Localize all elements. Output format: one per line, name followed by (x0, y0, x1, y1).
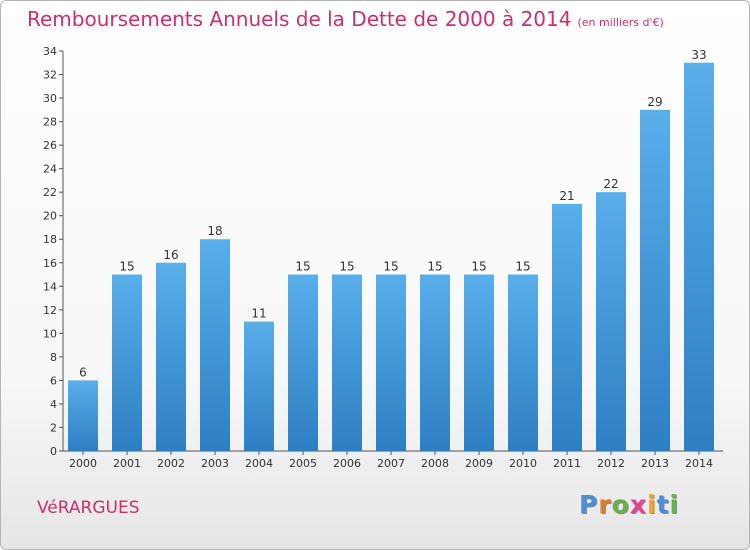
y-tick-label: 18 (43, 233, 57, 246)
data-label: 15 (295, 260, 310, 274)
y-tick-label: 4 (50, 398, 57, 411)
y-tick-label: 30 (43, 92, 57, 105)
bar (244, 321, 274, 451)
data-label: 11 (251, 307, 266, 321)
logo-letter: x (629, 490, 647, 519)
x-tick-label: 2009 (465, 457, 493, 470)
bar (596, 192, 626, 452)
data-label: 15 (383, 260, 398, 274)
data-label: 6 (79, 365, 87, 379)
x-tick-label: 2002 (157, 457, 185, 470)
x-tick-label: 2014 (685, 457, 713, 470)
data-label: 16 (163, 248, 178, 262)
x-tick-label: 2007 (377, 457, 405, 470)
data-label: 15 (339, 260, 354, 274)
bar (684, 62, 714, 451)
x-tick-label: 2008 (421, 457, 449, 470)
logo-letter: i (669, 490, 680, 519)
y-tick-label: 6 (50, 374, 57, 387)
bar (464, 274, 494, 451)
data-label: 15 (427, 260, 442, 274)
x-tick-label: 2011 (553, 457, 581, 470)
y-tick-label: 12 (43, 304, 57, 317)
y-tick-label: 20 (43, 210, 57, 223)
y-tick-label: 24 (43, 163, 57, 176)
bar (288, 274, 318, 451)
x-tick-label: 2001 (113, 457, 141, 470)
y-tick-label: 34 (43, 45, 57, 58)
data-label: 21 (559, 189, 574, 203)
bar (68, 380, 98, 451)
bar (552, 203, 582, 451)
data-label: 29 (647, 95, 662, 109)
bar (508, 274, 538, 451)
chart-title: Remboursements Annuels de la Dette de 20… (27, 7, 664, 31)
proxiti-logo: Proxiti (579, 490, 679, 519)
data-label: 33 (691, 48, 706, 62)
bar (376, 274, 406, 451)
x-tick-label: 2006 (333, 457, 361, 470)
bar (200, 239, 230, 451)
logo-letter: o (611, 490, 630, 519)
y-tick-label: 14 (43, 280, 57, 293)
y-tick-label: 8 (50, 351, 57, 364)
x-tick-label: 2000 (69, 457, 97, 470)
y-tick-label: 10 (43, 327, 57, 340)
x-tick-label: 2005 (289, 457, 317, 470)
logo-letter: P (579, 490, 599, 519)
y-tick-label: 32 (43, 69, 57, 82)
chart-unit: (en milliers d'€) (577, 16, 664, 29)
data-label: 15 (515, 260, 530, 274)
logo-letter: i (647, 490, 657, 519)
logo-letter: t (656, 490, 670, 519)
y-tick-label: 0 (50, 445, 57, 458)
x-tick-label: 2010 (509, 457, 537, 470)
town-name: VéRARGUES (37, 498, 140, 518)
data-label: 15 (471, 260, 486, 274)
y-tick-label: 2 (50, 421, 57, 434)
y-tick-label: 28 (43, 116, 57, 129)
data-label: 18 (207, 224, 222, 238)
x-tick-label: 2013 (641, 457, 669, 470)
data-label: 22 (603, 177, 618, 191)
chart-title-text: Remboursements Annuels de la Dette de 20… (27, 7, 572, 31)
x-tick-label: 2003 (201, 457, 229, 470)
bar (156, 262, 186, 451)
data-label: 15 (119, 260, 134, 274)
y-tick-label: 22 (43, 186, 57, 199)
bar (420, 274, 450, 451)
logo-letter: r (598, 490, 612, 519)
y-tick-label: 26 (43, 139, 57, 152)
bar (640, 109, 670, 451)
y-tick-label: 16 (43, 257, 57, 270)
x-tick-label: 2012 (597, 457, 625, 470)
bar (332, 274, 362, 451)
bar (112, 274, 142, 451)
x-tick-label: 2004 (245, 457, 273, 470)
